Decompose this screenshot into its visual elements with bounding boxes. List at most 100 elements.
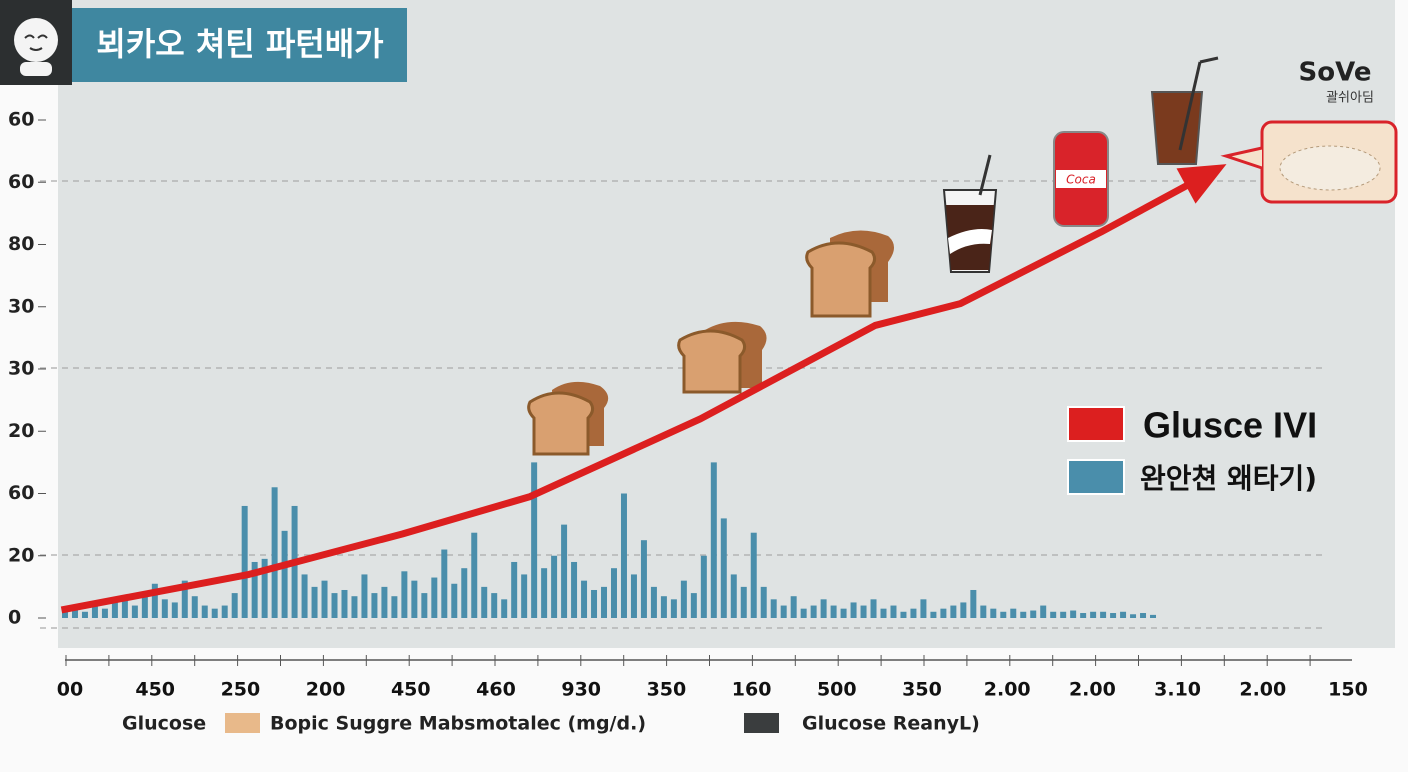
x-tick-label: 2.00: [1239, 679, 1286, 701]
bar: [471, 532, 478, 618]
bar: [950, 605, 957, 618]
bar: [191, 596, 198, 618]
bar: [1070, 610, 1077, 618]
bar: [241, 505, 248, 618]
bar: [750, 532, 757, 618]
bar: [611, 568, 617, 618]
bar: [920, 599, 927, 618]
bar: [700, 555, 707, 618]
corner-title: SoVe: [1299, 58, 1372, 88]
avatar-face: [14, 18, 58, 62]
bar: [571, 561, 578, 618]
bar: [1020, 611, 1027, 618]
legend-swatch: [1067, 406, 1125, 442]
bar: [740, 586, 747, 618]
bar: [391, 596, 398, 618]
bar: [1040, 605, 1047, 618]
bar: [930, 611, 937, 618]
legend-swatch: [1067, 459, 1125, 495]
x-tick-label: 3.10: [1154, 679, 1201, 701]
bar: [421, 593, 428, 618]
bar: [690, 593, 697, 618]
bar: [650, 586, 657, 618]
legend-label: Glusce IVI: [1143, 405, 1317, 446]
x-tick-label: 250: [221, 679, 261, 701]
bar: [810, 605, 817, 618]
x-tick-label: 2.00: [1069, 679, 1116, 701]
bar: [1090, 611, 1097, 618]
bar: [980, 605, 987, 618]
bar: [620, 493, 627, 618]
bar: [541, 568, 548, 618]
bar: [1060, 611, 1067, 618]
y-tick-label: 20: [8, 420, 34, 442]
bar: [62, 611, 68, 618]
bar: [321, 580, 328, 618]
y-tick-label: 30: [8, 295, 34, 317]
bar: [830, 605, 837, 618]
bar: [890, 605, 897, 618]
bar: [790, 596, 797, 618]
bar: [1120, 611, 1127, 618]
x-tick-label: 930: [561, 679, 601, 701]
bar: [531, 462, 538, 618]
bread-icon: [805, 230, 894, 318]
corner-subtitle: 괄쉬아딤: [1326, 91, 1374, 106]
bar: [630, 574, 637, 618]
bar: [561, 524, 568, 618]
bar: [1130, 614, 1137, 618]
bar: [940, 608, 947, 618]
x-tick-label: 500: [817, 679, 857, 701]
avatar-features: [24, 34, 48, 51]
bar: [141, 593, 148, 618]
bar: [111, 602, 118, 618]
bar: [231, 593, 238, 618]
bar: [411, 580, 418, 618]
bar: [870, 599, 877, 618]
x-tick-label: 2.00: [984, 679, 1031, 701]
bar: [121, 599, 128, 618]
bar: [441, 549, 448, 618]
x-tick-label: 460: [476, 679, 516, 701]
bar: [371, 593, 378, 618]
bar: [251, 561, 258, 618]
bar: [1140, 613, 1147, 618]
y-tick-label: 0: [8, 607, 21, 629]
bottom-legend-label: Bopic Suggre Mabsmotalec (mg/d.): [270, 713, 646, 735]
bar: [461, 568, 468, 618]
legend-label: 완안쳔 왜타기): [1140, 462, 1317, 495]
bar: [601, 586, 608, 618]
bar: [780, 605, 787, 618]
y-tick-label: 60: [8, 109, 34, 131]
bar: [211, 608, 218, 618]
bar: [331, 593, 338, 618]
bottom-legend-swatch: [744, 713, 779, 733]
bar: [860, 605, 867, 618]
bar: [501, 599, 508, 618]
x-tick-label: 350: [647, 679, 687, 701]
x-tick-label: 160: [732, 679, 772, 701]
avatar-body: [20, 62, 52, 76]
bar: [840, 608, 847, 618]
can-icon: Coca: [1053, 131, 1109, 227]
bar: [271, 487, 278, 618]
bar: [351, 596, 358, 618]
bar: [1010, 608, 1017, 618]
bar: [770, 599, 777, 618]
bar: [880, 608, 887, 618]
bar: [1100, 611, 1107, 618]
x-axis-ticks: [65, 655, 1311, 666]
x-tick-label: 200: [306, 679, 346, 701]
bar: [900, 611, 907, 618]
x-tick-label: 00: [57, 679, 83, 701]
bar: [81, 611, 88, 618]
y-tick-label: 60: [8, 482, 34, 504]
bar: [521, 574, 528, 618]
bar: [1030, 610, 1037, 618]
bar: [1000, 611, 1007, 618]
bar: [660, 596, 667, 618]
bar: [710, 462, 717, 618]
bar: [970, 589, 977, 618]
bar: [101, 608, 108, 618]
